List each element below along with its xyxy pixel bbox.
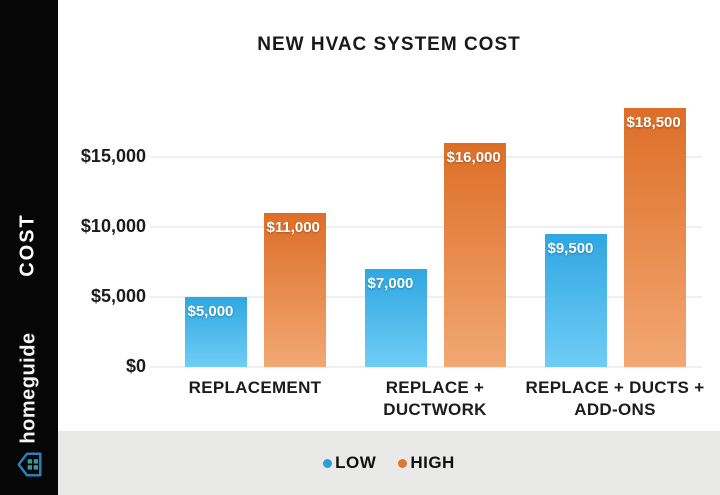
gridline [150, 226, 702, 228]
sidebar: COST homeguide [0, 0, 58, 495]
gridline [150, 156, 702, 158]
bar-low: $5,000 [184, 297, 247, 367]
house-icon [17, 452, 42, 477]
bar-value-label: $11,000 [266, 219, 320, 236]
high-dot-icon [398, 458, 408, 468]
bar-value-label: $5,000 [187, 303, 234, 320]
legend-label-high: HIGH [410, 453, 455, 472]
bar-high: $16,000 [443, 143, 506, 367]
legend-bar: LOW HIGH [58, 431, 720, 495]
y-tick-label: $5,000 [90, 286, 146, 306]
x-axis-label: REPLACE + DUCTS + ADD-ONS [525, 378, 705, 419]
bar-high: $11,000 [263, 213, 326, 367]
gridline [150, 366, 702, 368]
low-dot-icon [323, 458, 333, 468]
bar-value-label: $16,000 [446, 149, 501, 166]
bar-value-label: $18,500 [626, 114, 681, 131]
bar-high: $18,500 [623, 108, 686, 367]
x-axis-label: REPLACE + DUCTWORK [383, 378, 487, 419]
bar-low: $9,500 [544, 234, 607, 367]
legend-item-low: LOW [323, 453, 376, 473]
y-axis-title: COST [16, 213, 39, 277]
bar-low: $7,000 [364, 269, 427, 367]
y-tick-label: $0 [125, 356, 146, 376]
bar-value-label: $9,500 [547, 240, 594, 257]
chart-title: NEW HVAC SYSTEM COST [257, 34, 521, 55]
brand-name: homeguide [17, 332, 40, 444]
x-axis-label: REPLACEMENT [188, 378, 322, 397]
legend-item-high: HIGH [398, 453, 455, 473]
y-tick-label: $15,000 [80, 146, 146, 166]
bar-value-label: $7,000 [367, 275, 414, 292]
legend-label-low: LOW [335, 453, 377, 472]
y-tick-label: $10,000 [80, 216, 146, 236]
